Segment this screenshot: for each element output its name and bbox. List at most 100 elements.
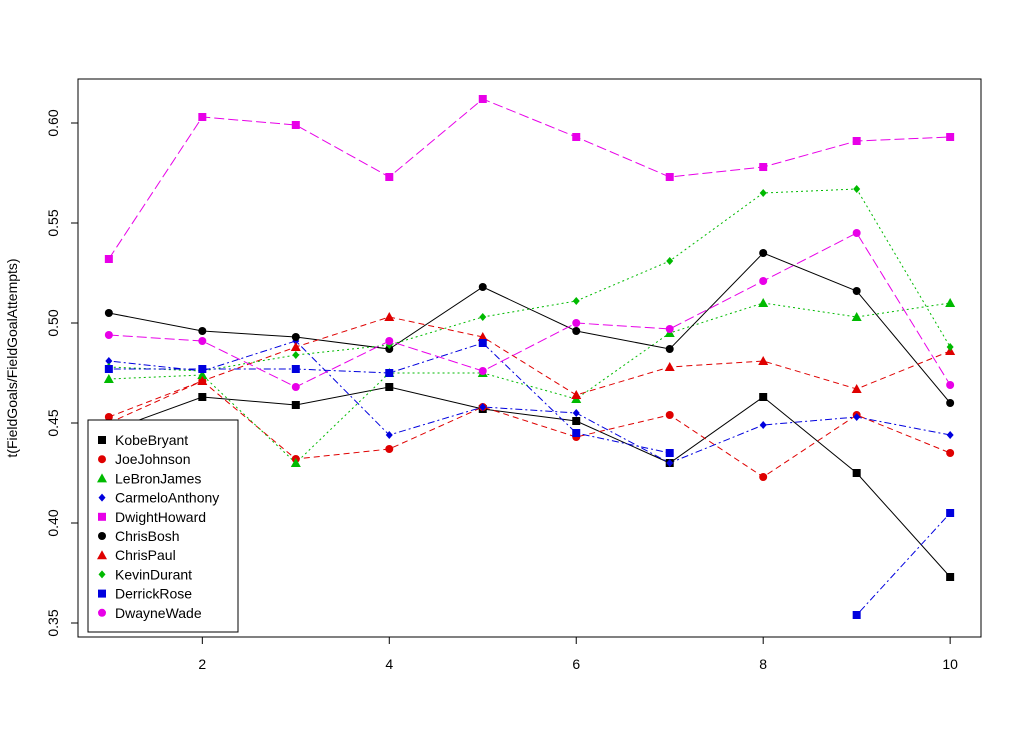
data-point-DwightHoward-6 (572, 133, 581, 141)
y-tick-label-0.55: 0.55 (45, 209, 61, 236)
y-axis: 0.35 0.40 0.45 0.50 0.55 0.60 (45, 109, 78, 637)
data-point-ChrisBosh-10 (946, 399, 955, 407)
data-point-DwightHoward-3 (291, 121, 300, 129)
data-point-DwayneWade-4 (385, 337, 394, 345)
data-point-ChrisPaul-7 (664, 362, 675, 371)
legend-marker-CarmeloAnthony (98, 493, 106, 502)
x-tick-label-10: 10 (942, 656, 958, 672)
data-point-JoeJohnson-10 (946, 449, 955, 457)
legend-label-KevinDurant: KevinDurant (115, 566, 192, 582)
legend-label-ChrisPaul: ChrisPaul (115, 547, 176, 563)
data-point-KevinDurant-6 (572, 297, 580, 305)
data-point-DwayneWade-6 (572, 319, 581, 327)
series-line-KobeBryant (108, 386, 951, 578)
data-point-ChrisPaul-3 (290, 342, 301, 351)
data-point-DwightHoward-1 (104, 255, 113, 263)
data-point-KobeBryant-10 (946, 573, 955, 581)
data-point-ChrisBosh-8 (759, 249, 768, 257)
data-point-DwightHoward-2 (198, 113, 207, 121)
data-point-DwayneWade-1 (104, 331, 113, 339)
legend-label-LeBronJames: LeBronJames (115, 470, 201, 486)
data-point-DerrickRose-1 (104, 365, 113, 373)
data-point-ChrisPaul-8 (758, 356, 769, 365)
data-point-DerrickRose-9 (852, 611, 861, 619)
plot-frame (77, 78, 982, 638)
data-point-DerrickRose-10 (946, 509, 955, 517)
data-point-KevinDurant-10 (946, 343, 954, 351)
data-point-DerrickRose-7 (665, 449, 674, 457)
data-point-ChrisPaul-2 (197, 376, 208, 385)
legend-label-ChrisBosh: ChrisBosh (115, 528, 180, 544)
data-point-CarmeloAnthony-6 (572, 409, 580, 417)
data-point-DwayneWade-2 (198, 337, 207, 345)
data-point-CarmeloAnthony-8 (759, 421, 767, 429)
data-point-CarmeloAnthony-10 (946, 431, 954, 439)
data-point-KobeBryant-2 (198, 393, 207, 401)
data-point-LeBronJames-9 (851, 312, 862, 321)
x-tick-label-6: 6 (572, 656, 580, 672)
y-tick-label-0.60: 0.60 (45, 109, 61, 136)
data-point-ChrisPaul-6 (571, 390, 582, 399)
data-point-DerrickRose-6 (572, 429, 581, 437)
data-point-CarmeloAnthony-1 (105, 357, 113, 365)
data-point-DwayneWade-9 (852, 229, 861, 237)
series-line-DerrickRose (856, 512, 951, 616)
x-tick-label-8: 8 (759, 656, 767, 672)
data-point-KevinDurant-8 (759, 189, 767, 197)
y-tick-label-0.50: 0.50 (45, 309, 61, 336)
legend-marker-KevinDurant (98, 570, 106, 579)
legend-marker-DerrickRose (98, 589, 106, 598)
data-point-DerrickRose-3 (291, 365, 300, 373)
data-point-CarmeloAnthony-4 (385, 431, 393, 439)
data-point-DerrickRose-2 (198, 365, 207, 373)
data-point-DwightHoward-9 (852, 137, 861, 145)
series-line-DwightHoward (108, 98, 951, 260)
data-point-DwayneWade-10 (946, 381, 955, 389)
legend-box (87, 419, 239, 633)
data-point-KobeBryant-8 (759, 393, 768, 401)
series-line-KevinDurant (108, 188, 951, 372)
x-tick-label-2: 2 (198, 656, 206, 672)
y-tick-label-0.40: 0.40 (45, 509, 61, 536)
data-point-ChrisPaul-4 (384, 312, 395, 321)
legend-marker-ChrisPaul (97, 550, 107, 560)
data-point-DwightHoward-10 (946, 133, 955, 141)
data-point-LeBronJames-1 (103, 374, 114, 383)
legend-label-DerrickRose: DerrickRose (115, 586, 192, 602)
data-point-LeBronJames-3 (290, 458, 301, 467)
data-point-DwayneWade-7 (665, 325, 674, 333)
data-point-DerrickRose-4 (385, 369, 394, 377)
legend-marker-DwightHoward (98, 512, 106, 521)
data-point-DwayneWade-5 (478, 367, 487, 375)
legend-marker-LeBronJames (97, 473, 107, 483)
data-point-KobeBryant-6 (572, 417, 581, 425)
data-point-JoeJohnson-1 (104, 413, 113, 421)
legend: KobeBryant JoeJohnson LeBronJames CarmeloAn… (87, 419, 239, 633)
data-point-ChrisBosh-7 (665, 345, 674, 353)
series-line-JoeJohnson (108, 380, 951, 478)
data-point-CarmeloAnthony-7 (666, 459, 674, 467)
data-point-DwayneWade-3 (291, 383, 300, 391)
legend-label-CarmeloAnthony: CarmeloAnthony (115, 490, 219, 506)
data-point-KobeBryant-3 (291, 401, 300, 409)
legend-label-KobeBryant: KobeBryant (115, 432, 188, 448)
data-point-DwightHoward-7 (665, 173, 674, 181)
data-point-KobeBryant-9 (852, 469, 861, 477)
data-point-DwightHoward-5 (478, 95, 487, 103)
legend-label-DwayneWade: DwayneWade (115, 605, 202, 621)
legend-marker-KobeBryant (98, 436, 106, 444)
data-point-DerrickRose-5 (478, 339, 487, 347)
series-lines (108, 98, 951, 616)
y-tick-label-0.45: 0.45 (45, 409, 61, 436)
data-point-ChrisPaul-9 (851, 384, 862, 393)
data-point-KevinDurant-7 (666, 257, 674, 265)
data-point-ChrisBosh-6 (572, 327, 581, 335)
data-point-ChrisBosh-2 (198, 327, 207, 335)
legend-marker-DwayneWade (98, 608, 106, 617)
x-axis: 2 4 6 8 10 (198, 637, 958, 672)
data-point-KevinDurant-9 (853, 185, 861, 193)
data-point-KevinDurant-3 (292, 351, 300, 359)
data-point-ChrisBosh-1 (104, 309, 113, 317)
